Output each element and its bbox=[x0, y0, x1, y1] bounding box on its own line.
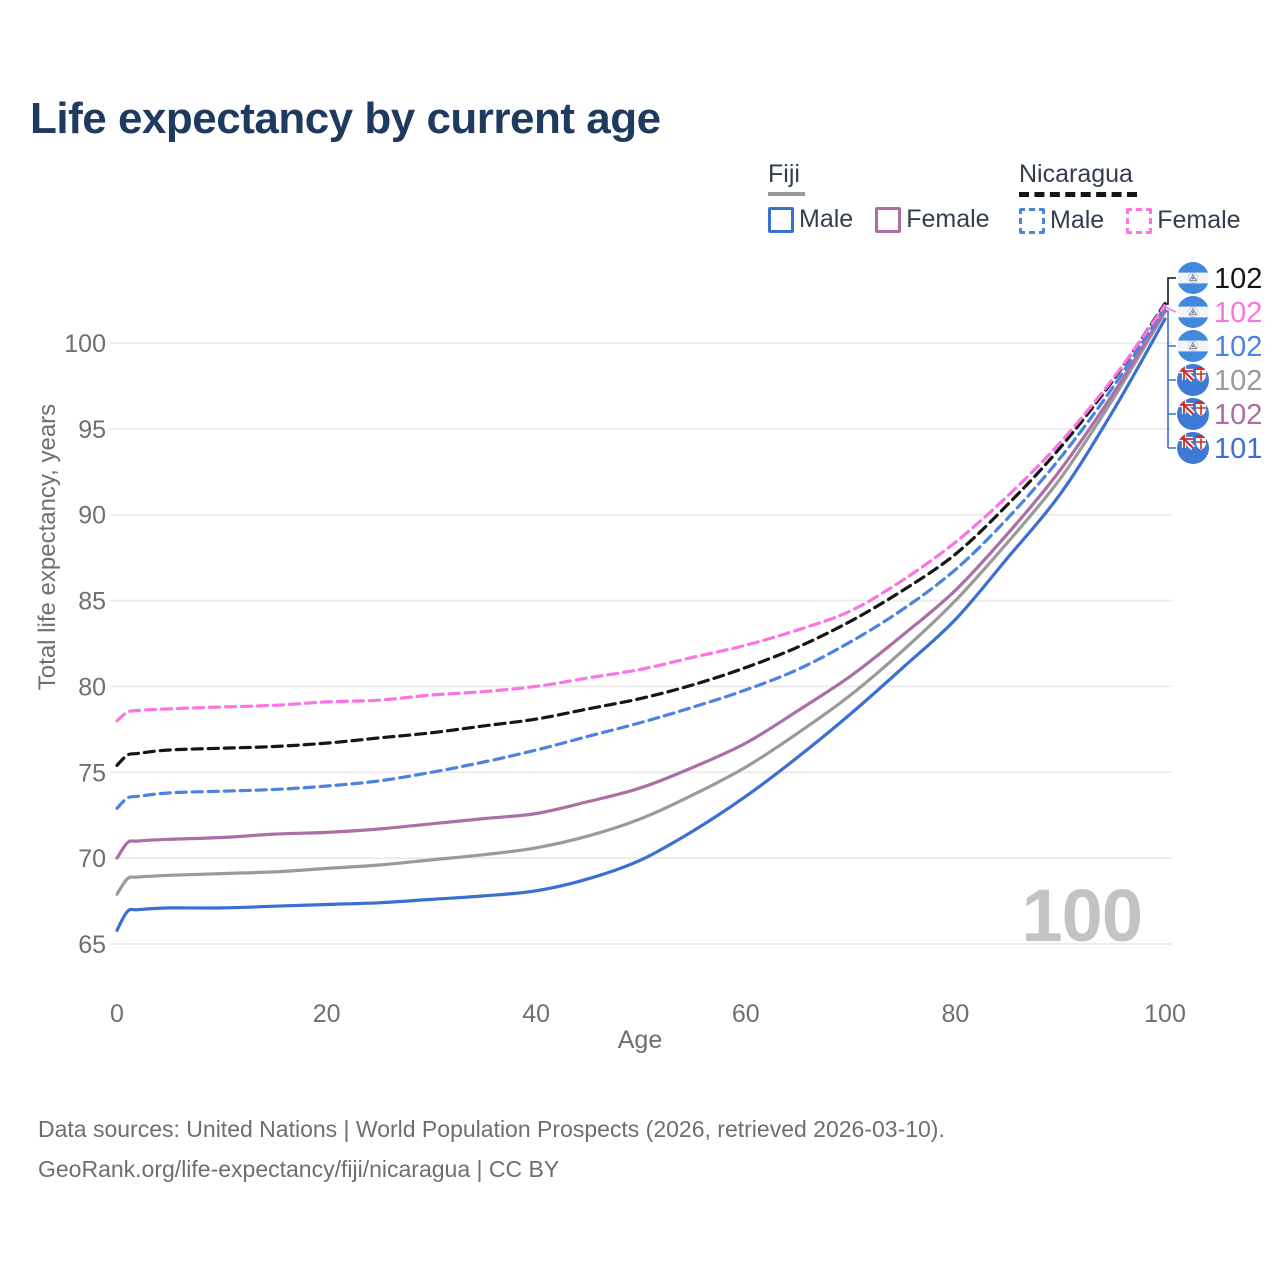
nicaragua-flag-icon bbox=[1177, 296, 1209, 328]
age-watermark-value: 100 bbox=[1022, 874, 1142, 957]
series-line-fiji-male bbox=[115, 317, 1167, 932]
x-tick-label: 80 bbox=[941, 1000, 969, 1028]
series-line-nicaragua-female bbox=[115, 303, 1167, 723]
fiji-flag-icon bbox=[1177, 398, 1209, 430]
fiji-female-swatch-icon[interactable] bbox=[875, 206, 902, 233]
y-tick-label: 80 bbox=[78, 673, 106, 701]
nicaragua-female-swatch-icon[interactable] bbox=[1126, 207, 1153, 234]
x-tick-label: 40 bbox=[522, 1000, 550, 1028]
end-label-value: 102 bbox=[1214, 399, 1262, 431]
legend-group-fiji: Fiji Male Female bbox=[768, 160, 990, 234]
nicaragua-male-swatch-icon[interactable] bbox=[1019, 207, 1045, 234]
axis-ticks: 65 70 75 80 85 90 95 100 0 20 40 60 80 100 bbox=[64, 330, 1186, 1028]
series-line-fiji-female bbox=[115, 308, 1167, 860]
legend-item-fiji-female[interactable]: Female bbox=[906, 205, 990, 233]
x-axis-title: Age bbox=[617, 1026, 663, 1054]
x-tick-label: 100 bbox=[1144, 1000, 1186, 1028]
fiji-male-swatch-icon[interactable] bbox=[768, 206, 794, 233]
fiji-flag-icon bbox=[1177, 364, 1209, 396]
series-line-nicaragua-both-sexes bbox=[115, 301, 1167, 767]
footer-attribution-link: GeoRank.org/life-expectancy/fiji/nicarag… bbox=[38, 1156, 560, 1182]
footer-data-sources: Data sources: United Nations | World Pop… bbox=[38, 1116, 945, 1142]
legend-country-fiji[interactable]: Fiji bbox=[768, 160, 800, 188]
gridlines bbox=[110, 342, 1172, 945]
footer: Data sources: United Nations | World Pop… bbox=[38, 1109, 945, 1189]
end-label-value: 102 bbox=[1214, 331, 1262, 363]
series-lines bbox=[115, 301, 1167, 932]
y-tick-label: 95 bbox=[78, 416, 106, 444]
legend-item-nicaragua-female[interactable]: Female bbox=[1157, 206, 1241, 234]
y-tick-label: 75 bbox=[78, 759, 106, 787]
leader-line-pink bbox=[1164, 306, 1177, 313]
y-tick-label: 90 bbox=[78, 502, 106, 530]
x-tick-label: 60 bbox=[732, 1000, 760, 1028]
legend-item-nicaragua-male[interactable]: Male bbox=[1050, 206, 1105, 234]
y-tick-label: 85 bbox=[78, 588, 106, 616]
leader-line-black bbox=[1165, 277, 1176, 305]
end-label-value: 102 bbox=[1214, 297, 1262, 329]
series-line-fiji-both-sexes bbox=[115, 310, 1167, 896]
nicaragua-flag-icon bbox=[1177, 330, 1209, 362]
nicaragua-flag-icon bbox=[1177, 262, 1209, 294]
y-axis-title: Total life expectancy, years bbox=[34, 403, 61, 691]
x-tick-label: 0 bbox=[110, 1000, 124, 1028]
legend: Fiji Male Female Nicaragua Male Female bbox=[768, 160, 1248, 240]
nicaragua-line-swatch-icon bbox=[1019, 192, 1137, 197]
end-label-value: 102 bbox=[1214, 365, 1262, 397]
x-tick-label: 20 bbox=[313, 1000, 341, 1028]
y-tick-label: 70 bbox=[78, 845, 106, 873]
y-tick-label: 100 bbox=[64, 330, 106, 358]
fiji-flag-icon bbox=[1177, 432, 1209, 464]
end-label-value: 101 bbox=[1214, 433, 1262, 465]
end-label-value: 102 bbox=[1214, 263, 1262, 295]
legend-group-nicaragua: Nicaragua Male Female bbox=[1019, 160, 1241, 235]
fiji-line-swatch-icon bbox=[768, 192, 805, 196]
page-title: Life expectancy by current age bbox=[30, 94, 661, 143]
legend-item-fiji-male[interactable]: Male bbox=[799, 205, 854, 233]
age-watermark: 100 bbox=[1022, 874, 1143, 957]
y-tick-label: 65 bbox=[78, 931, 106, 959]
series-line-nicaragua-male bbox=[115, 305, 1167, 810]
leader-line-blue bbox=[1165, 310, 1176, 449]
legend-country-nicaragua[interactable]: Nicaragua bbox=[1019, 160, 1133, 188]
